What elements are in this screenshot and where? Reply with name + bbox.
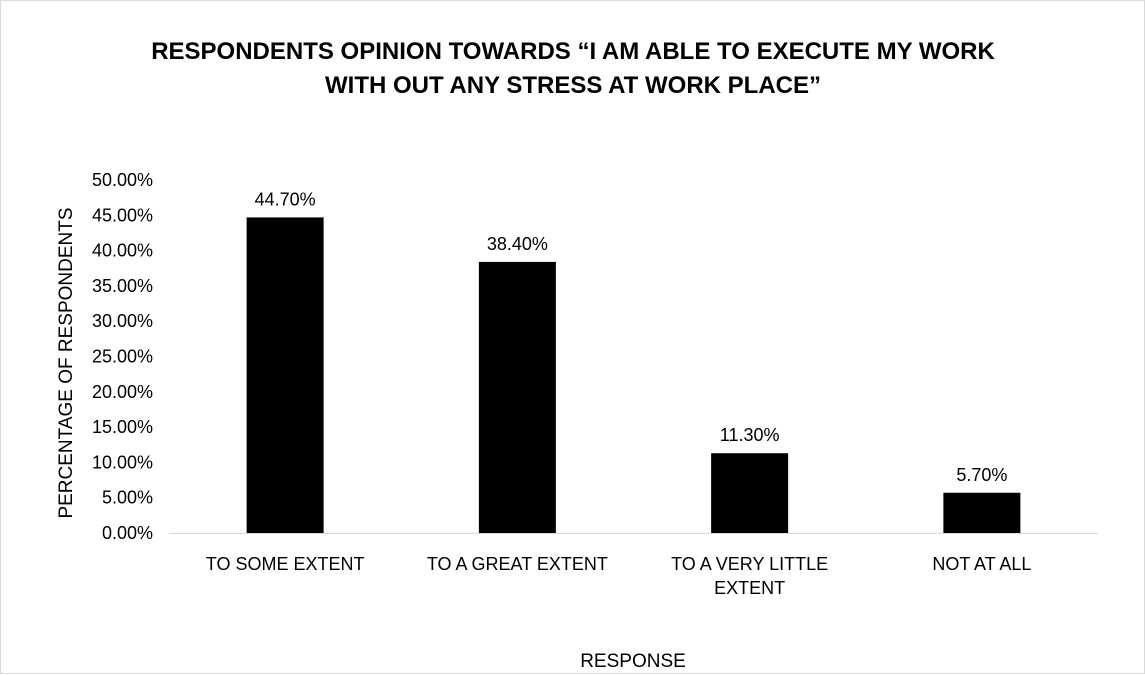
x-axis-category-labels: TO SOME EXTENT TO A GREAT EXTENT TO A VERY… <box>206 554 1032 598</box>
y-tick-label: 0.00% <box>102 523 153 543</box>
x-category-label: TO SOME EXTENT <box>206 554 365 574</box>
chart-title-line-1: RESPONDENTS OPINION TOWARDS “I AM ABLE T… <box>151 38 995 65</box>
bars <box>246 217 1021 533</box>
bar <box>943 492 1021 533</box>
y-tick-label: 50.00% <box>92 170 153 190</box>
x-category-label: NOT AT ALL <box>932 554 1031 574</box>
x-axis-title: RESPONSE <box>580 651 686 672</box>
data-label: 44.70% <box>255 189 316 209</box>
bar <box>478 261 556 533</box>
x-category-label: TO A VERY LITTLE EXTENT <box>671 554 828 598</box>
data-labels: 44.70% 38.40% 11.30% 5.70% <box>255 189 1008 484</box>
bar <box>711 453 789 533</box>
x-category-label: TO A GREAT EXTENT <box>427 554 608 574</box>
y-axis-ticks: 0.00% 5.00% 10.00% 15.00% 20.00% 25.00% 30.00%… <box>92 170 153 543</box>
y-tick-label: 40.00% <box>92 241 153 261</box>
y-tick-label: 5.00% <box>102 488 153 508</box>
y-axis-title: PERCENTAGE OF RESPONDENTS <box>56 207 77 518</box>
y-tick-label: 30.00% <box>92 311 153 331</box>
y-tick-label: 35.00% <box>92 276 153 296</box>
data-label: 38.40% <box>487 234 548 254</box>
y-tick-label: 10.00% <box>92 452 153 472</box>
chart-title: RESPONDENTS OPINION TOWARDS “I AM ABLE T… <box>151 38 995 99</box>
data-label: 11.30% <box>720 425 780 445</box>
chart-title-line-2: WITH OUT ANY STRESS AT WORK PLACE” <box>325 72 821 99</box>
y-tick-label: 20.00% <box>92 382 153 402</box>
y-tick-label: 45.00% <box>92 205 153 225</box>
data-label: 5.70% <box>956 465 1007 485</box>
bar <box>246 217 324 533</box>
y-tick-label: 25.00% <box>92 347 153 367</box>
y-tick-label: 15.00% <box>92 417 153 437</box>
